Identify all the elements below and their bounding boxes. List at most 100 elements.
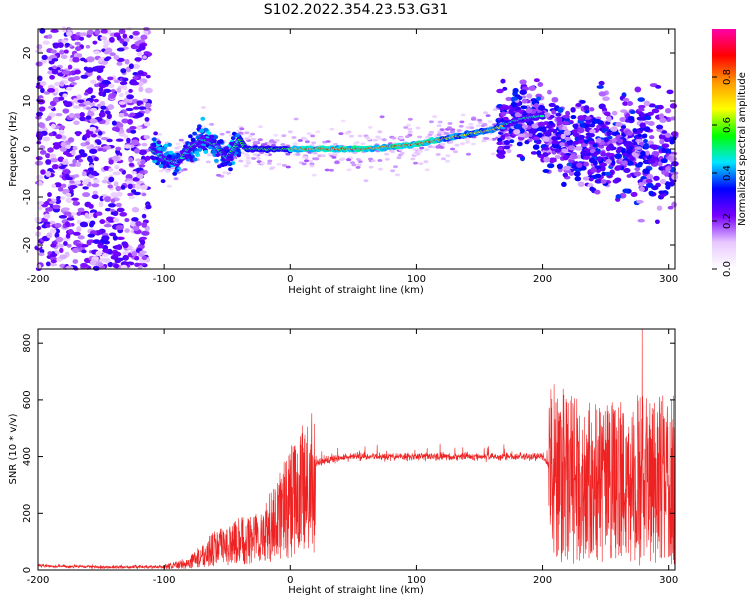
heatmap-cell-416 [51,164,59,170]
heatmap-cell-1226 [338,132,344,136]
heatmap-cell-901 [450,128,456,132]
heatmap-cell-659 [141,192,147,197]
heatmap-cell-2190 [629,110,636,115]
heatmap-cell-807 [80,262,88,268]
heatmap-cell-2213 [629,156,635,162]
heatmap-cell-899 [145,204,152,210]
heatmap-cell-524 [49,157,59,163]
heatmap-cell-1180 [311,141,317,145]
heatmap-cell-2323 [614,166,621,171]
heatmap-cell-609 [72,200,78,206]
heatmap-cell-888 [97,147,104,152]
heatmap-cell-815 [136,100,144,105]
heatmap-cell-253 [35,156,43,161]
colorbar-ticks: 0.0 0.2 0.4 0.6 0.8 [712,69,733,277]
heatmap-cell-159 [108,36,115,43]
heatmap-cell-1292 [352,142,358,145]
heatmap-cell-2451 [551,136,558,141]
heatmap-cell-1207 [332,153,338,157]
heatmap-cell-531 [50,259,57,264]
heatmap-cell-669 [135,220,142,227]
heatmap-cell-2014 [551,109,557,115]
heatmap-cell-1205 [280,143,286,146]
heatmap-cell-2399 [616,138,624,144]
heatmap-cell-722 [47,88,56,93]
heatmap-cell-42 [116,61,123,66]
heatmap-cell-588 [72,105,81,109]
heatmap-cell-2148 [572,132,580,138]
heatmap-cell-559 [81,171,87,177]
heatmap-cell-1309 [437,130,442,134]
heatmap-cell-1269 [320,154,326,158]
heatmap-cell-2279 [622,97,630,102]
heatmap-cell-751 [64,212,72,216]
heatmap-cell-1517 [163,143,169,148]
heatmap-cell-535 [131,171,137,175]
heatmap-cell-1167 [435,153,441,156]
heatmap-cell-549 [127,183,133,190]
heatmap-cell-1657 [224,146,229,151]
heatmap-cell-891 [48,105,54,110]
heatmap-cell-957 [453,150,458,154]
heatmap-cell-836 [62,93,68,98]
heatmap-cell-462 [113,79,121,84]
heatmap-cell-810 [47,34,53,39]
heatmap-cell-1326 [328,152,334,156]
heatmap-cell-662 [120,264,128,270]
heatmap-cell-1291 [384,152,390,156]
heatmap-cell-1538 [228,167,233,172]
heatmap-cell-551 [36,243,42,248]
heatmap-cell-2328 [661,130,667,134]
heatmap-cell-268 [71,149,76,156]
heatmap-cell-795 [38,106,46,112]
heatmap-cell-2494 [556,163,563,170]
heatmap-cell-843 [106,138,113,143]
heatmap-cell-1255 [260,161,265,165]
heatmap-cell-277 [36,140,42,145]
heatmap-cell-2108 [667,205,674,210]
heatmap-cell-2216 [557,107,564,114]
heatmap-cell-733 [72,247,80,254]
heatmap-cell-1429 [160,179,166,184]
heatmap-cell-2509 [525,107,533,114]
heatmap-cell-768 [140,184,148,190]
heatmap-cell-642 [110,89,116,93]
heatmap-cell-2250 [645,154,652,160]
heatmap-cell-687 [54,232,60,238]
heatmap-cell-297 [112,245,118,249]
heatmap-cell-2247 [661,170,667,175]
heatmap-cell-105 [119,80,128,86]
heatmap-cell-1040 [432,115,438,118]
heatmap-cell-205 [121,118,129,124]
heatmap-cell-1002 [244,131,250,135]
heatmap-cell-1961 [656,205,663,211]
heatmap-cell-788 [118,92,124,98]
heatmap-cell-1382 [309,164,315,168]
heatmap-cell-1919 [516,141,523,147]
heatmap-cell-514 [93,50,100,55]
heatmap-cell-817 [49,200,55,205]
heatmap-cell-2417 [589,186,595,192]
heatmap-cell-399 [54,223,62,228]
heatmap-cell-2156 [627,115,635,121]
heatmap-cell-1363 [469,126,475,130]
heatmap-cell-673 [138,149,147,156]
heatmap-cell-1289 [412,148,418,151]
heatmap-cell-390 [138,106,147,110]
heatmap-cell-1737 [506,148,512,154]
heatmap-cell-623 [118,101,126,105]
heatmap-cell-2228 [571,129,578,134]
heatmap-cell-812 [69,185,78,189]
heatmap-cell-637 [112,171,121,176]
snr-x-tick-label: 0 [287,575,293,586]
heatmap-cell-803 [127,118,133,125]
heatmap-cell-453 [86,239,92,246]
heatmap-x-tick-label: 200 [533,274,552,285]
heatmap-cell-2289 [499,105,505,111]
heatmap-cell-2498 [572,123,579,129]
heatmap-cell-2218 [503,140,510,146]
heatmap-cell-2436 [510,96,519,101]
heatmap-cell-2329 [659,117,667,123]
heatmap-cell-554 [102,253,109,258]
heatmap-cell-921 [329,127,335,131]
